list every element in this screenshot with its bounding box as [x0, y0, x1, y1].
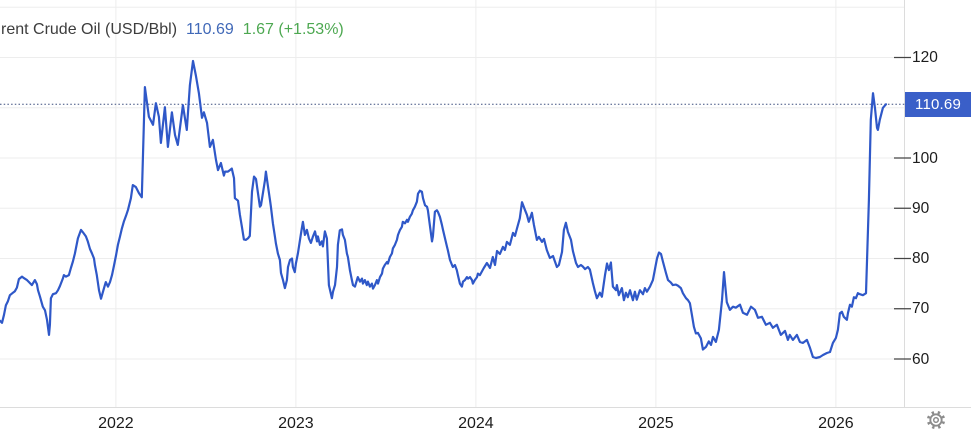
x-axis-label: 2024 — [458, 415, 494, 432]
y-axis-label: 80 — [912, 250, 930, 267]
y-axis-label: 90 — [912, 199, 930, 217]
settings-gear-icon[interactable] — [925, 409, 947, 431]
x-axis-label: 2026 — [818, 415, 854, 432]
y-axis-label: 70 — [912, 300, 930, 318]
current-price-badge: 110.69 — [905, 91, 971, 117]
x-axis-label: 2022 — [98, 415, 134, 432]
y-axis-label: 120 — [912, 49, 938, 66]
y-axis-label: 100 — [912, 149, 938, 167]
last-price-value: 110.69 — [186, 21, 234, 38]
x-axis-label: 2023 — [278, 415, 314, 432]
y-axis-label: 60 — [912, 350, 930, 368]
x-axis-label: 2025 — [638, 415, 674, 432]
price-change-value: 1.67 (+1.53%) — [242, 21, 344, 38]
price-line-series[interactable] — [0, 59, 888, 360]
instrument-title: rent Crude Oil (USD/Bbl) — [1, 21, 178, 38]
chart-header: rent Crude Oil (USD/Bbl) 110.69 1.67 (+1… — [1, 21, 344, 39]
